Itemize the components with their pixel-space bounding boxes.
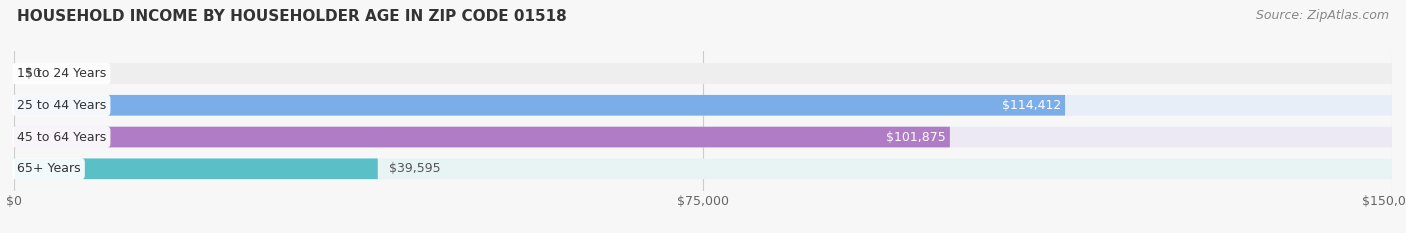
FancyBboxPatch shape xyxy=(14,95,1392,116)
FancyBboxPatch shape xyxy=(14,158,1392,179)
Text: 45 to 64 Years: 45 to 64 Years xyxy=(17,130,105,144)
Text: $114,412: $114,412 xyxy=(1001,99,1062,112)
Text: 15 to 24 Years: 15 to 24 Years xyxy=(17,67,105,80)
FancyBboxPatch shape xyxy=(14,127,950,147)
Text: $0: $0 xyxy=(25,67,41,80)
Text: 25 to 44 Years: 25 to 44 Years xyxy=(17,99,105,112)
FancyBboxPatch shape xyxy=(14,63,1392,84)
Text: HOUSEHOLD INCOME BY HOUSEHOLDER AGE IN ZIP CODE 01518: HOUSEHOLD INCOME BY HOUSEHOLDER AGE IN Z… xyxy=(17,9,567,24)
Text: 65+ Years: 65+ Years xyxy=(17,162,80,175)
Text: $101,875: $101,875 xyxy=(886,130,946,144)
FancyBboxPatch shape xyxy=(14,127,1392,147)
Text: Source: ZipAtlas.com: Source: ZipAtlas.com xyxy=(1256,9,1389,22)
FancyBboxPatch shape xyxy=(14,158,378,179)
FancyBboxPatch shape xyxy=(14,95,1064,116)
Text: $39,595: $39,595 xyxy=(389,162,440,175)
